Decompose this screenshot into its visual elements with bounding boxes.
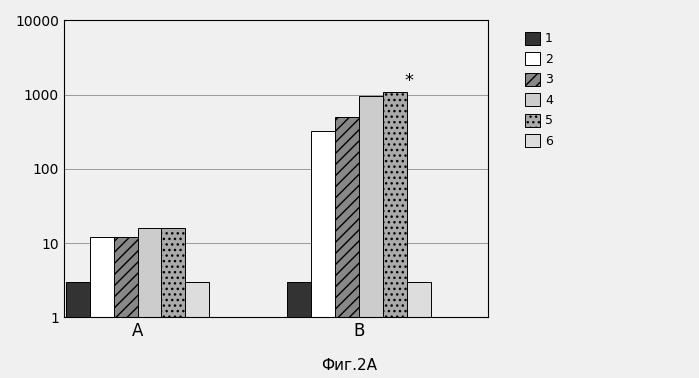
Bar	[335, 117, 359, 318]
Bar	[113, 237, 138, 318]
Bar	[138, 228, 161, 318]
Bar	[89, 237, 113, 318]
Bar	[407, 282, 431, 318]
Bar	[185, 282, 210, 318]
Bar	[383, 91, 407, 318]
Bar	[161, 228, 185, 318]
Legend: 1, 2, 3, 4, 5, 6: 1, 2, 3, 4, 5, 6	[520, 27, 558, 153]
Bar	[66, 282, 89, 318]
Bar	[287, 282, 311, 318]
Text: *: *	[404, 72, 413, 90]
Bar	[311, 132, 335, 318]
Text: Фиг.2A: Фиг.2A	[322, 358, 377, 373]
Bar	[359, 96, 383, 318]
